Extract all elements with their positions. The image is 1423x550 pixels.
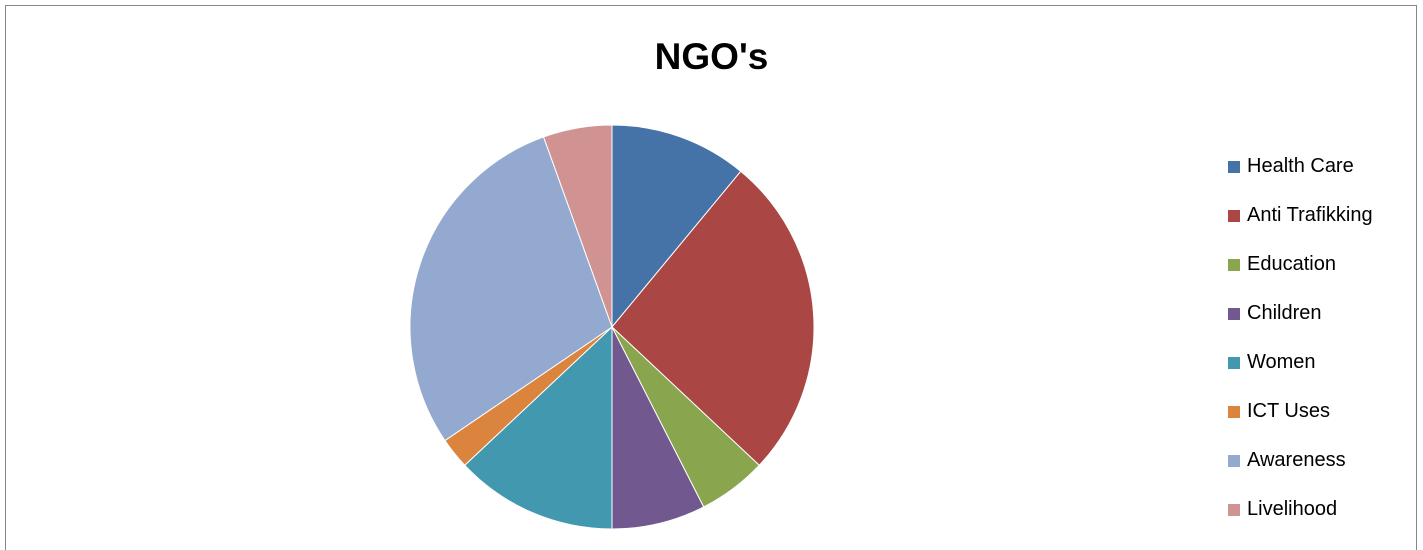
legend-label: ICT Uses	[1247, 400, 1330, 422]
legend-item: Women	[1228, 338, 1373, 387]
pie-slice-women	[464, 325, 613, 530]
pie-slice-awareness	[409, 136, 613, 442]
legend-label: Awareness	[1247, 449, 1346, 471]
pie-slice-livelihood	[542, 124, 613, 328]
legend-swatch	[1228, 307, 1240, 320]
legend-label: Children	[1247, 302, 1322, 324]
legend-swatch	[1228, 454, 1240, 467]
legend-item: Health Care	[1228, 142, 1373, 191]
legend-item: Awareness	[1228, 436, 1373, 485]
chart-title: NGO's	[654, 36, 769, 77]
pie-slice-health-care	[611, 124, 742, 329]
legend-label: Anti Trafikking	[1247, 204, 1373, 226]
chart-legend: Health Care Anti Trafikking Education Child…	[1228, 142, 1373, 534]
legend-item: Education	[1228, 240, 1373, 289]
pie-slice-children	[611, 326, 705, 530]
legend-swatch	[1228, 160, 1240, 173]
pie-slice-anti-trafikking	[611, 170, 815, 466]
legend-label: Health Care	[1247, 155, 1354, 177]
legend-label: Education	[1247, 253, 1336, 275]
legend-swatch	[1228, 405, 1240, 418]
legend-item: Livelihood	[1228, 485, 1373, 534]
legend-swatch	[1228, 503, 1240, 516]
legend-swatch	[1228, 356, 1240, 369]
legend-item: ICT Uses	[1228, 387, 1373, 436]
legend-label: Women	[1247, 351, 1316, 373]
legend-swatch	[1228, 209, 1240, 222]
legend-swatch	[1228, 258, 1240, 271]
legend-label: Livelihood	[1247, 498, 1338, 520]
legend-item: Children	[1228, 289, 1373, 338]
legend-item: Anti Trafikking	[1228, 191, 1373, 240]
